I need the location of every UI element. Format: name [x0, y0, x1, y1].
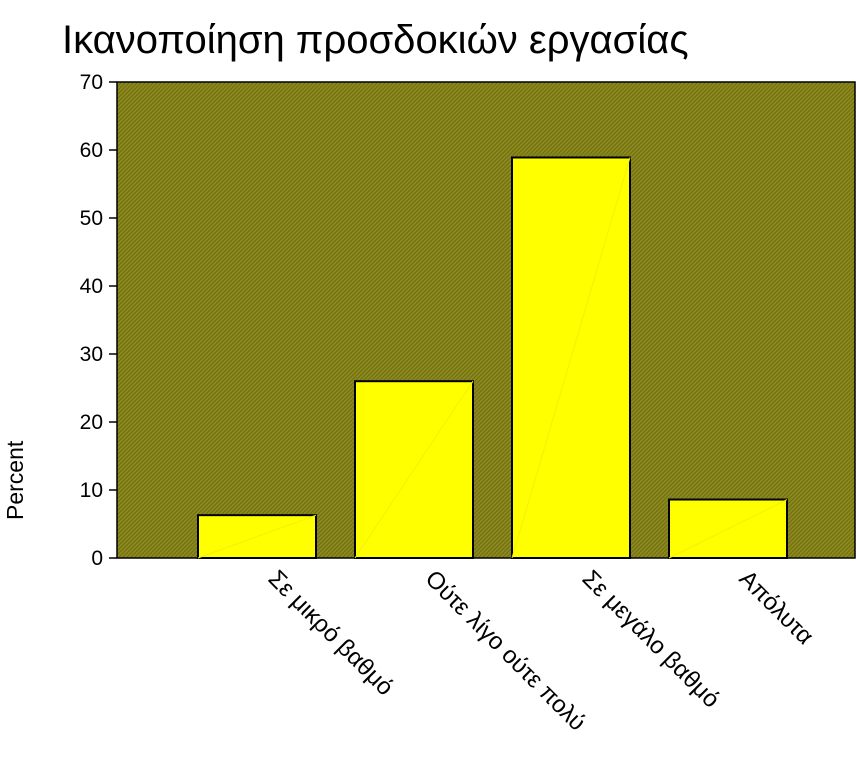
y-axis: 0 10 20 30 40 50 60 70	[80, 71, 117, 570]
chart-title: Ικανοποίηση προσδοκιών εργασίας	[62, 18, 689, 62]
plot-area	[116, 81, 856, 559]
bar-shading-line	[511, 157, 631, 559]
y-tick-label: 40	[80, 275, 103, 298]
y-tick-label: 60	[80, 139, 103, 162]
y-tick-label: 10	[80, 479, 103, 502]
y-tick-label: 30	[80, 343, 103, 366]
y-tick-label: 0	[91, 547, 103, 570]
x-category-label: Σε μεγάλο βαθμό	[577, 565, 725, 713]
y-tick-label: 20	[80, 411, 103, 434]
x-category-label: Ούτε λίγο ούτε πολύ	[420, 565, 591, 736]
bar-shading-line	[668, 499, 788, 559]
y-tick-label: 50	[80, 207, 103, 230]
bars	[197, 156, 788, 560]
x-category-label: Σε μικρό βαθμό	[263, 565, 399, 701]
y-tick-label: 70	[80, 71, 103, 94]
bar-shading-line	[197, 514, 317, 559]
x-category-label: Απόλυτα	[734, 565, 819, 650]
bar-shading-line	[354, 380, 474, 559]
y-axis-label: Percent	[2, 440, 28, 520]
